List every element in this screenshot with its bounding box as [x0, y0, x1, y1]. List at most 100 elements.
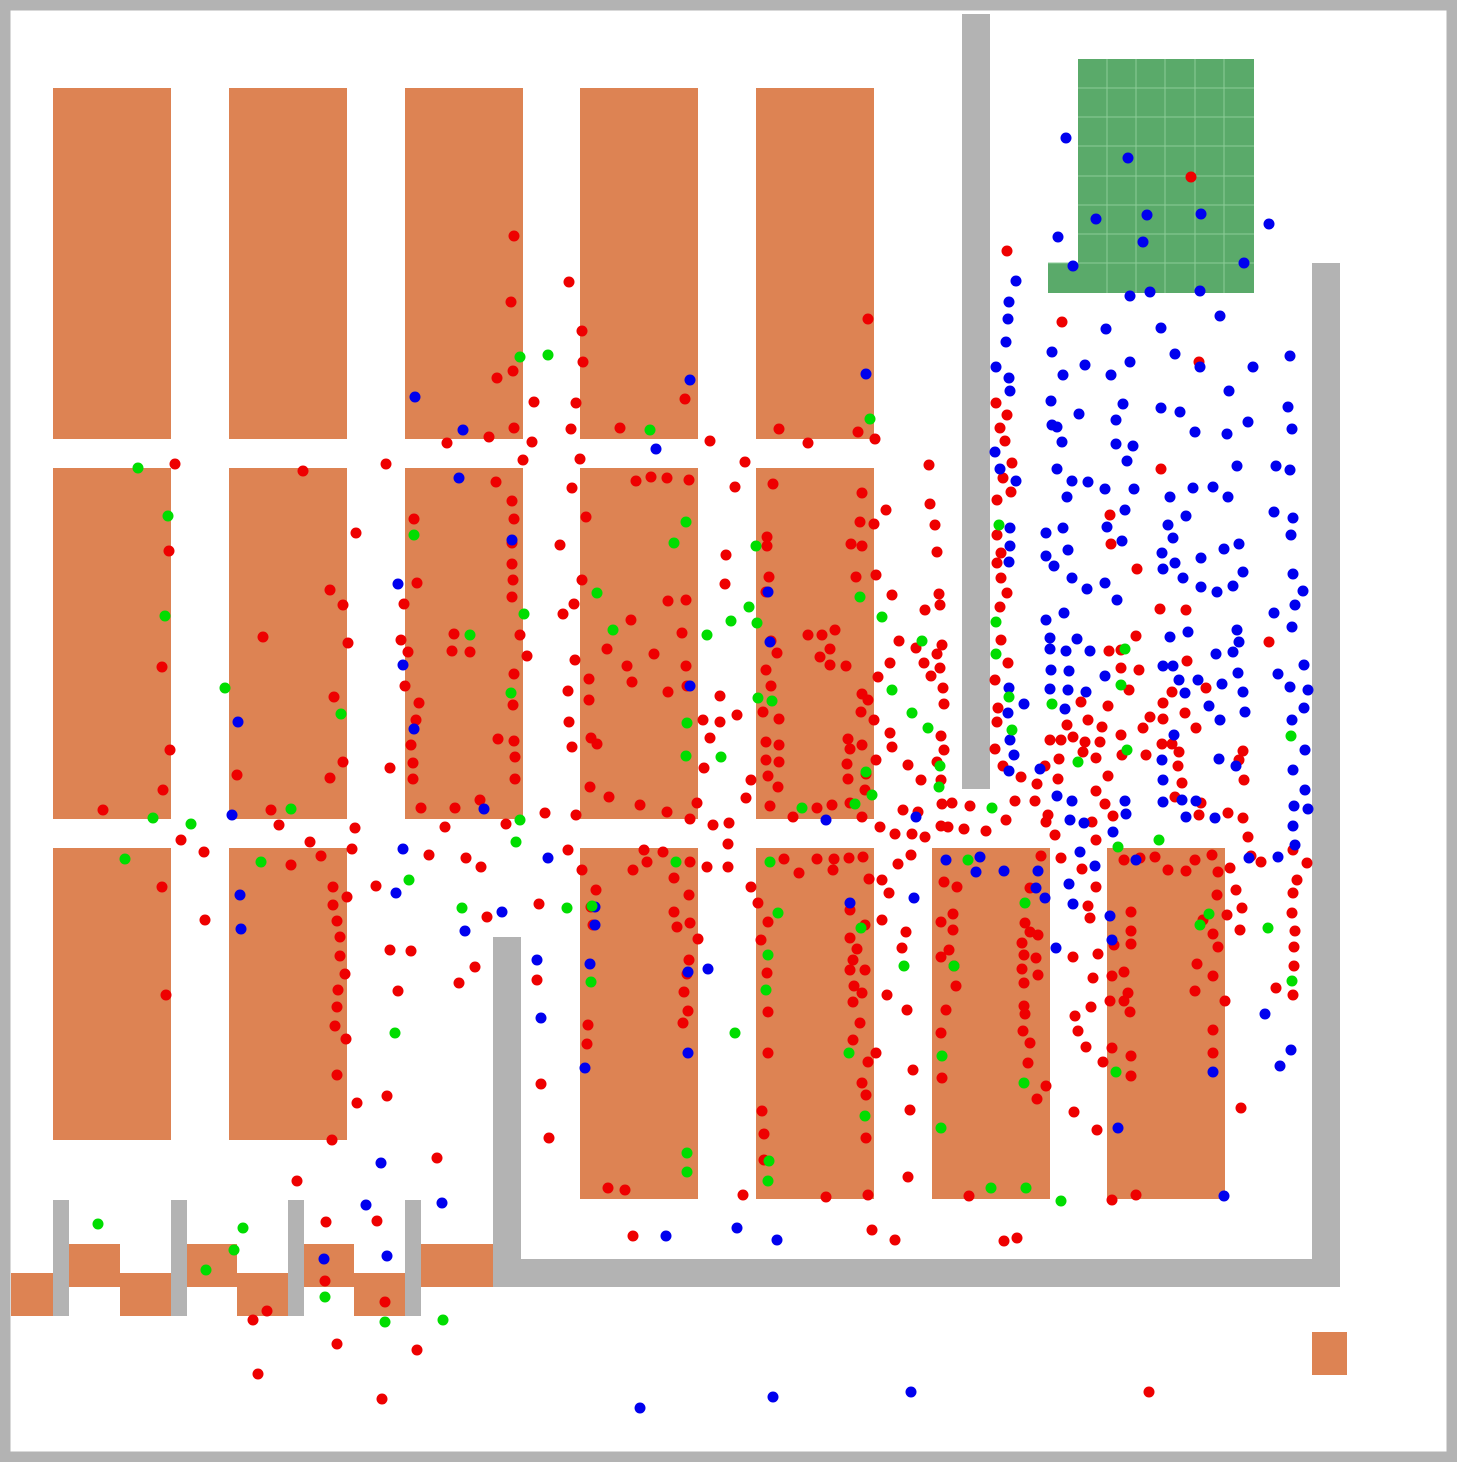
- agent-red: [1055, 734, 1067, 746]
- agent-red: [410, 714, 422, 726]
- agent-red: [439, 821, 451, 833]
- agent-red: [869, 433, 881, 445]
- agent-red: [381, 1090, 393, 1102]
- agent-red: [562, 844, 574, 856]
- agent-red: [935, 1027, 947, 1039]
- agent-red: [1105, 538, 1117, 550]
- agent-red: [1002, 657, 1014, 669]
- agent-red: [802, 629, 814, 641]
- agent-red: [583, 694, 595, 706]
- agent-red: [1040, 816, 1052, 828]
- agent-red: [906, 828, 918, 840]
- agent-red: [583, 673, 595, 685]
- agent-red: [1125, 1050, 1137, 1062]
- agent-red: [566, 482, 578, 494]
- agent-red: [870, 569, 882, 581]
- agent-blue: [1298, 702, 1310, 714]
- agent-blue: [1157, 660, 1169, 672]
- agent-red: [627, 1230, 639, 1242]
- agent-green: [729, 1027, 741, 1039]
- agent-green: [668, 537, 680, 549]
- agent-red: [1075, 696, 1087, 708]
- agent-red: [793, 867, 805, 879]
- agent-red: [1001, 587, 1013, 599]
- agent-green: [403, 874, 415, 886]
- agent-blue: [1099, 670, 1111, 682]
- agent-red: [415, 802, 427, 814]
- agent-blue: [1060, 645, 1072, 657]
- agent-red: [814, 651, 826, 663]
- agent-red: [1236, 902, 1248, 914]
- agent-blue: [908, 892, 920, 904]
- agent-blue: [397, 659, 409, 671]
- agent-blue: [682, 966, 694, 978]
- agent-red: [1230, 884, 1242, 896]
- agent-red: [342, 637, 354, 649]
- agent-red: [860, 1089, 872, 1101]
- agent-red: [483, 431, 495, 443]
- agent-red: [995, 634, 1007, 646]
- agent-blue: [1060, 132, 1072, 144]
- agent-red: [1096, 721, 1108, 733]
- agent-green: [843, 1047, 855, 1059]
- agent-red: [884, 657, 896, 669]
- agent-blue: [1222, 491, 1234, 503]
- agent-red: [1137, 722, 1149, 734]
- agent-red: [1016, 963, 1028, 975]
- agent-blue: [764, 636, 776, 648]
- shelf: [53, 88, 171, 439]
- agent-green: [255, 856, 267, 868]
- agent-blue: [1155, 402, 1167, 414]
- agent-red: [1115, 729, 1127, 741]
- agent-green: [766, 695, 778, 707]
- shelf: [580, 468, 698, 819]
- agent-red: [1032, 969, 1044, 981]
- agent-blue: [1057, 522, 1069, 534]
- agent-green: [763, 1155, 775, 1167]
- agent-red: [752, 897, 764, 909]
- agent-red: [320, 1216, 332, 1228]
- agent-green: [680, 516, 692, 528]
- agent-green: [762, 1175, 774, 1187]
- agent-red: [630, 475, 642, 487]
- agent-blue: [1089, 860, 1101, 872]
- agent-blue: [542, 852, 554, 864]
- agent-red: [407, 773, 419, 785]
- agent-green: [1121, 744, 1133, 756]
- agent-red: [826, 799, 838, 811]
- agent-red: [854, 516, 866, 528]
- agent-red: [1118, 966, 1130, 978]
- agent-blue: [1207, 481, 1219, 493]
- agent-red: [533, 898, 545, 910]
- agent-blue: [1179, 687, 1191, 699]
- agent-red: [847, 996, 859, 1008]
- agent-red: [758, 1128, 770, 1140]
- agent-blue: [1233, 538, 1245, 550]
- agent-red: [924, 498, 936, 510]
- agent-red: [719, 578, 731, 590]
- agent-red: [1166, 686, 1178, 698]
- agent-red: [1125, 1070, 1137, 1082]
- agent-blue: [226, 809, 238, 821]
- agent-red: [1131, 563, 1143, 575]
- agent-red: [398, 598, 410, 610]
- agent-blue: [360, 1199, 372, 1211]
- agent-red: [634, 799, 646, 811]
- agent-red: [490, 476, 502, 488]
- agent-blue: [1120, 808, 1132, 820]
- agent-blue: [990, 361, 1002, 373]
- agent-blue: [1074, 846, 1086, 858]
- agent-red: [1288, 941, 1300, 953]
- agent-blue: [1010, 275, 1022, 287]
- agent-blue: [1214, 310, 1226, 322]
- agent-red: [324, 772, 336, 784]
- agent-red: [731, 709, 743, 721]
- agent-red: [761, 967, 773, 979]
- agent-red: [880, 504, 892, 516]
- agent-red: [773, 739, 785, 751]
- agent-red: [862, 1056, 874, 1068]
- agent-red: [773, 423, 785, 435]
- agent-red: [1212, 941, 1224, 953]
- agent-red: [884, 727, 896, 739]
- agent-blue: [1232, 667, 1244, 679]
